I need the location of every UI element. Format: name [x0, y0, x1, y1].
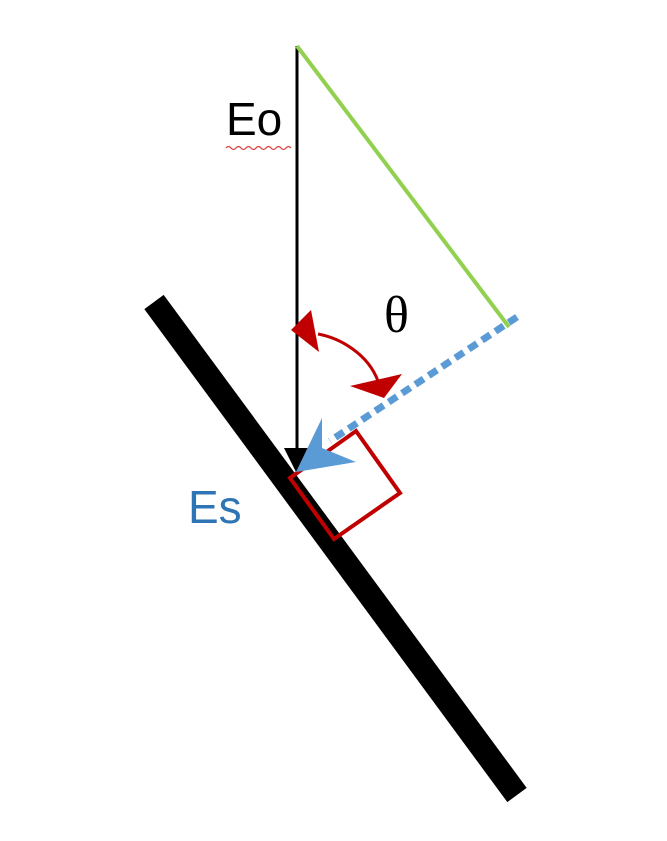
eo-label: Eo	[226, 93, 283, 145]
right-angle-marker	[287, 428, 403, 542]
theta-label: θ	[384, 287, 409, 344]
es-arrowhead	[296, 418, 356, 472]
eo-arrowhead	[284, 448, 310, 474]
projection-line	[295, 44, 511, 329]
theta-arrowhead-upper	[291, 310, 319, 352]
normal-dotted-line	[328, 314, 519, 444]
es-label: Es	[188, 481, 242, 533]
surface-line	[144, 294, 527, 803]
theta-arrowhead-lower	[350, 374, 402, 398]
theta-arc	[317, 332, 380, 382]
spellcheck-underline	[225, 145, 292, 151]
